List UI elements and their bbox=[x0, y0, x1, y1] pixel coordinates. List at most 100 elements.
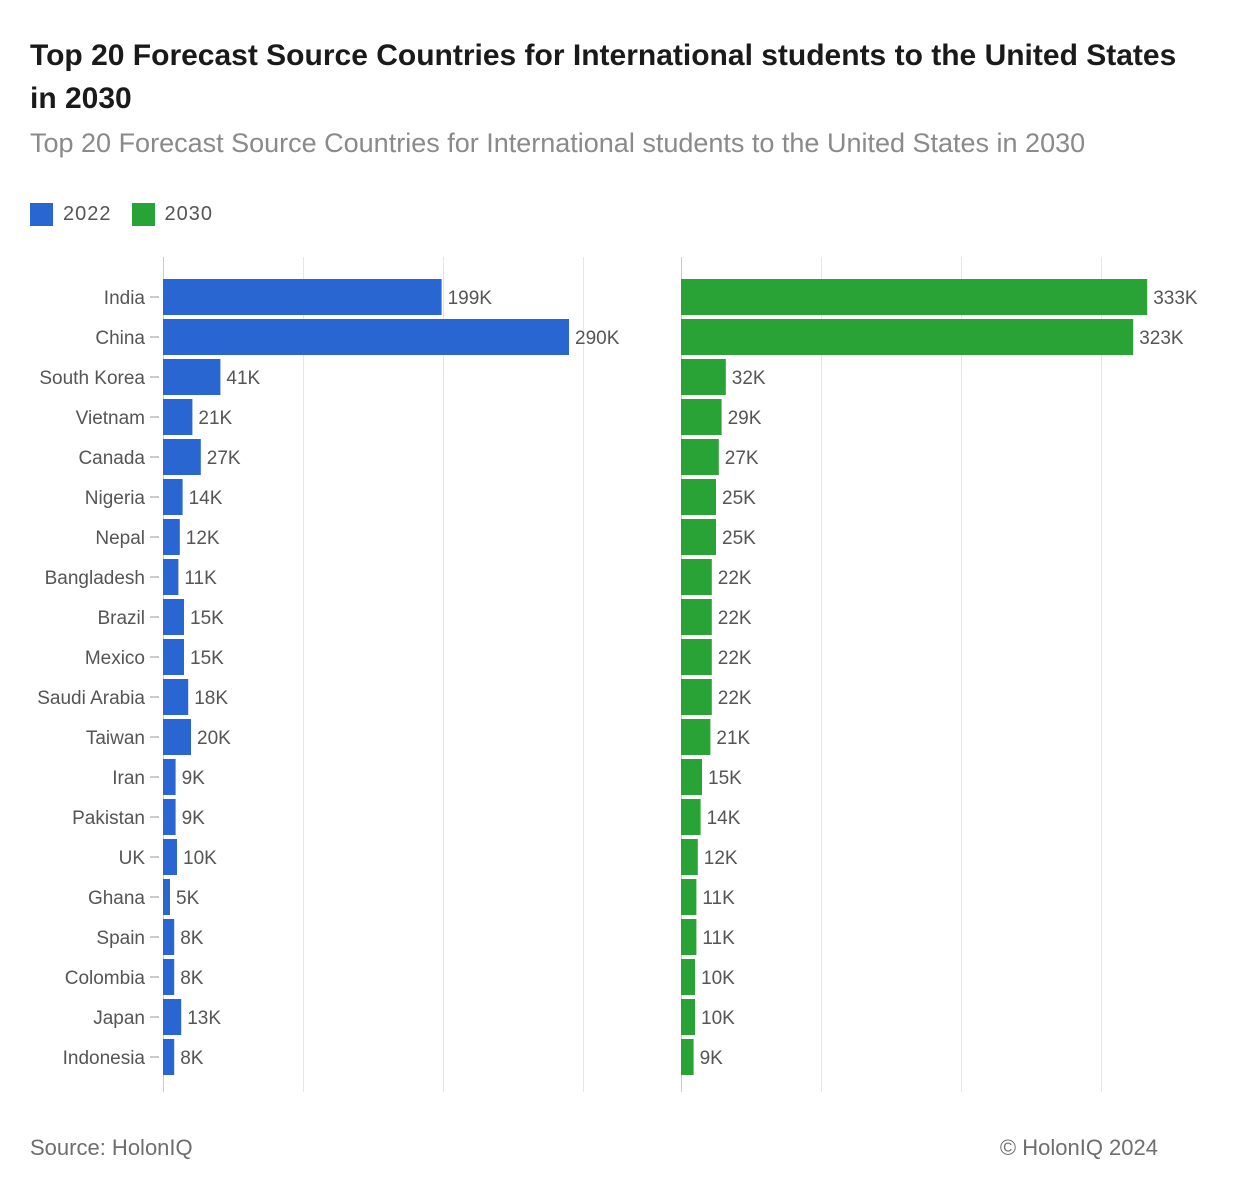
category-label-iran: Iran bbox=[112, 768, 145, 789]
copyright-note: © HolonIQ 2024 bbox=[999, 1135, 1158, 1160]
bar-2030-pakistan bbox=[681, 799, 701, 835]
bar-2022-uk bbox=[163, 839, 177, 875]
value-label-2022-indonesia: 8K bbox=[180, 1048, 204, 1069]
category-label-ghana: Ghana bbox=[88, 888, 145, 909]
value-label-2030-india: 333K bbox=[1153, 288, 1198, 309]
value-label-2022-south-korea: 41K bbox=[226, 368, 260, 389]
value-label-2030-nigeria: 25K bbox=[722, 488, 756, 509]
chart-subtitle: Top 20 Forecast Source Countries for Int… bbox=[30, 128, 1086, 158]
bar-2022-india bbox=[163, 279, 442, 315]
bar-2030-japan bbox=[681, 999, 695, 1035]
bar-2030-saudi-arabia bbox=[681, 679, 712, 715]
category-label-taiwan: Taiwan bbox=[86, 728, 145, 749]
value-label-2022-saudi-arabia: 18K bbox=[194, 688, 228, 709]
category-label-colombia: Colombia bbox=[65, 968, 146, 989]
bar-2030-colombia bbox=[681, 959, 695, 995]
value-label-2022-india: 199K bbox=[448, 288, 493, 309]
legend: 2022 2030 bbox=[30, 203, 233, 226]
value-label-2030-taiwan: 21K bbox=[716, 728, 750, 749]
bar-2030-south-korea bbox=[681, 359, 726, 395]
value-label-2022-bangladesh: 11K bbox=[184, 568, 217, 589]
chart-title: Top 20 Forecast Source Countries for Int… bbox=[30, 39, 1177, 115]
value-label-2030-japan: 10K bbox=[701, 1008, 735, 1029]
value-label-2030-uk: 12K bbox=[704, 848, 738, 869]
category-label-pakistan: Pakistan bbox=[72, 808, 145, 829]
bar-2030-iran bbox=[681, 759, 702, 795]
value-label-2030-indonesia: 9K bbox=[700, 1048, 724, 1069]
legend-label-2030: 2030 bbox=[164, 203, 213, 225]
value-label-2030-mexico: 22K bbox=[718, 648, 752, 669]
category-label-nepal: Nepal bbox=[95, 528, 145, 549]
bar-2022-south-korea bbox=[163, 359, 221, 395]
value-label-2022-pakistan: 9K bbox=[182, 808, 206, 829]
value-label-2022-china: 290K bbox=[575, 328, 620, 349]
bar-2030-uk bbox=[681, 839, 698, 875]
value-label-2030-iran: 15K bbox=[708, 768, 742, 789]
category-label-nigeria: Nigeria bbox=[85, 488, 146, 509]
bar-2030-vietnam bbox=[681, 399, 722, 435]
bar-2022-pakistan bbox=[163, 799, 176, 835]
bar-2030-indonesia bbox=[681, 1039, 694, 1075]
value-label-2030-vietnam: 29K bbox=[728, 408, 762, 429]
bar-2022-vietnam bbox=[163, 399, 193, 435]
bar-2022-nigeria bbox=[163, 479, 183, 515]
bar-2022-brazil bbox=[163, 599, 184, 635]
bar-2022-indonesia bbox=[163, 1039, 175, 1075]
value-label-2022-iran: 9K bbox=[182, 768, 206, 789]
legend-item-2022[interactable]: 2022 bbox=[30, 203, 112, 226]
category-label-india: India bbox=[104, 288, 146, 309]
value-label-2030-pakistan: 14K bbox=[707, 808, 741, 829]
value-label-2030-brazil: 22K bbox=[718, 608, 752, 629]
category-label-south-korea: South Korea bbox=[39, 368, 145, 389]
bar-2022-colombia bbox=[163, 959, 175, 995]
category-label-mexico: Mexico bbox=[85, 648, 145, 669]
value-label-2030-bangladesh: 22K bbox=[718, 568, 752, 589]
category-label-bangladesh: Bangladesh bbox=[45, 568, 145, 589]
bar-2022-japan bbox=[163, 999, 182, 1035]
value-label-2030-canada: 27K bbox=[725, 448, 759, 469]
bar-2022-saudi-arabia bbox=[163, 679, 189, 715]
value-label-2030-colombia: 10K bbox=[701, 968, 735, 989]
bar-2030-nepal bbox=[681, 519, 716, 555]
category-label-brazil: Brazil bbox=[97, 608, 145, 629]
value-label-2022-mexico: 15K bbox=[190, 648, 224, 669]
value-label-2022-colombia: 8K bbox=[180, 968, 204, 989]
bar-2022-canada bbox=[163, 439, 201, 475]
value-label-2030-nepal: 25K bbox=[722, 528, 756, 549]
value-label-2022-brazil: 15K bbox=[190, 608, 224, 629]
legend-item-2030[interactable]: 2030 bbox=[131, 203, 214, 226]
legend-swatch-2030 bbox=[131, 203, 155, 226]
category-label-saudi-arabia: Saudi Arabia bbox=[37, 688, 145, 709]
category-label-vietnam: Vietnam bbox=[76, 408, 145, 429]
value-label-2022-canada: 27K bbox=[207, 448, 241, 469]
value-label-2030-china: 323K bbox=[1139, 328, 1184, 349]
category-label-spain: Spain bbox=[96, 928, 145, 949]
category-label-indonesia: Indonesia bbox=[63, 1048, 146, 1069]
bar-2022-mexico bbox=[163, 639, 184, 675]
bar-2030-ghana bbox=[681, 879, 697, 915]
value-label-2030-ghana: 11K bbox=[702, 888, 735, 909]
bar-chart: India China South Korea Vietnam Canada Nigeri… bbox=[37, 257, 1198, 1092]
bar-2030-bangladesh bbox=[681, 559, 712, 595]
legend-swatch-2022 bbox=[30, 203, 53, 226]
bar-2030-india bbox=[681, 279, 1148, 315]
bar-2022-china bbox=[163, 319, 569, 355]
value-label-2022-vietnam: 21K bbox=[198, 408, 232, 429]
bar-2022-spain bbox=[163, 919, 175, 955]
legend-label-2022: 2022 bbox=[63, 203, 112, 225]
bar-2022-bangladesh bbox=[163, 559, 179, 595]
bar-2022-iran bbox=[163, 759, 176, 795]
value-label-2022-nepal: 12K bbox=[186, 528, 220, 549]
value-label-2022-uk: 10K bbox=[183, 848, 217, 869]
value-label-2022-taiwan: 20K bbox=[197, 728, 231, 749]
value-label-2030-south-korea: 32K bbox=[732, 368, 766, 389]
value-label-2022-spain: 8K bbox=[180, 928, 204, 949]
category-label-canada: Canada bbox=[78, 448, 145, 469]
source-note: Source: HolonIQ bbox=[30, 1135, 193, 1160]
bar-2022-ghana bbox=[163, 879, 170, 915]
bar-2030-brazil bbox=[681, 599, 712, 635]
category-label-china: China bbox=[95, 328, 145, 349]
value-label-2022-japan: 13K bbox=[187, 1008, 221, 1029]
value-label-2030-saudi-arabia: 22K bbox=[718, 688, 752, 709]
bar-2030-taiwan bbox=[681, 719, 711, 755]
